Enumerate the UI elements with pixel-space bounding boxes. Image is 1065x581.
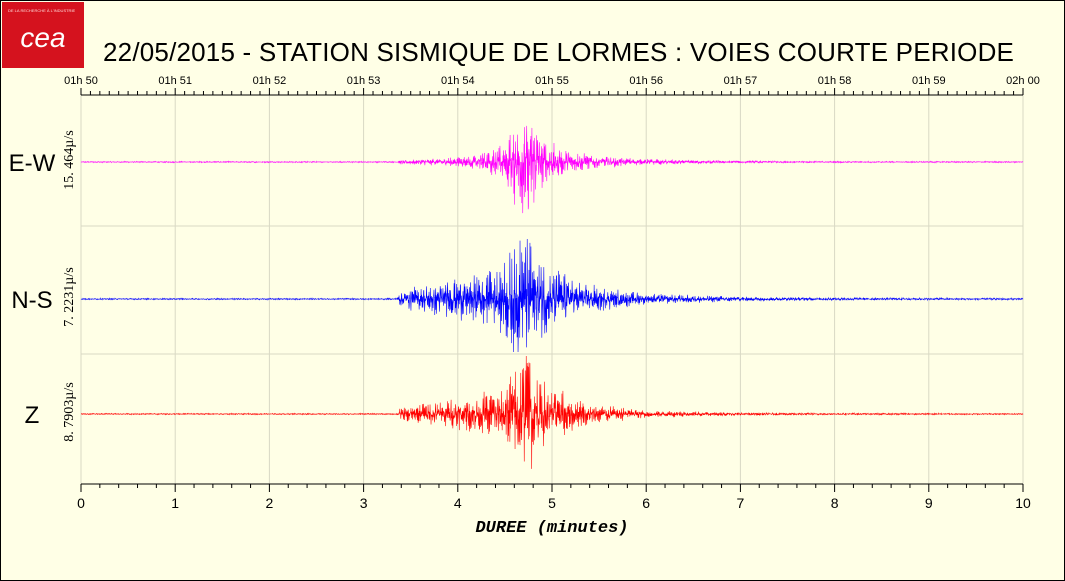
channel-name: N-S <box>11 287 52 314</box>
x-axis-tick-label: 10 <box>1015 495 1031 511</box>
logo-text: cea <box>20 22 65 53</box>
top-axis-tick-label: 01h 58 <box>818 75 852 87</box>
channel-name: Z <box>25 402 40 429</box>
top-axis-tick-label: 01h 55 <box>535 75 569 87</box>
logo-tagline: DE LA RECHERCHE À L'INDUSTRIE <box>8 8 76 13</box>
axes: 01h 50 01h 51 01h 52 01h 53 01h 54 01h 55 01h … <box>64 75 1040 538</box>
top-axis-tick-label: 01h 51 <box>158 75 192 87</box>
seismic-trace-ns <box>80 239 1024 353</box>
x-axis-tick-label: 6 <box>642 495 650 511</box>
channel-labels: E-W 15. 464µ/s N-S 7. 2231µ/s Z 8. 7903µ/s <box>9 130 77 441</box>
traces <box>80 125 1024 469</box>
x-axis-tick-label: 8 <box>831 495 839 511</box>
x-axis-tick-label: 0 <box>77 495 85 511</box>
x-axis-tick-label: 7 <box>737 495 745 511</box>
cea-logo-mark: cea <box>20 22 65 53</box>
top-axis-tick-label: 01h 59 <box>912 75 946 87</box>
top-axis-tick-label: 01h 57 <box>724 75 758 87</box>
x-axis-tick-label: 9 <box>925 495 933 511</box>
top-axis-tick-label: 01h 50 <box>64 75 98 87</box>
x-axis-tick-label: 2 <box>266 495 274 511</box>
top-axis-tick-label: 01h 56 <box>629 75 663 87</box>
channel-name: E-W <box>9 150 56 177</box>
x-axis-tick-label: 3 <box>360 495 368 511</box>
top-axis-tick-label: 01h 54 <box>441 75 475 87</box>
amplitude-scale-label: 15. 464µ/s <box>62 130 77 189</box>
x-axis-tick-label: 4 <box>454 495 462 511</box>
x-axis-label: DUREE (minutes) <box>475 519 628 538</box>
amplitude-scale-label: 8. 7903µ/s <box>62 382 77 441</box>
x-axis-tick-label: 1 <box>171 495 179 511</box>
cea-logo: DE LA RECHERCHE À L'INDUSTRIE cea <box>2 2 84 68</box>
top-axis-tick-label: 01h 53 <box>347 75 381 87</box>
seismic-trace-ew <box>80 125 1024 214</box>
seismic-trace-z <box>81 355 1024 469</box>
amplitude-scale-label: 7. 2231µ/s <box>62 267 77 326</box>
top-axis-tick-label: 01h 52 <box>253 75 287 87</box>
x-axis-tick-label: 5 <box>548 495 556 511</box>
top-axis-tick-label: 02h 00 <box>1006 75 1040 87</box>
grid <box>80 95 1024 484</box>
chart-title: 22/05/2015 - STATION SISMIQUE DE LORMES … <box>103 37 1015 67</box>
